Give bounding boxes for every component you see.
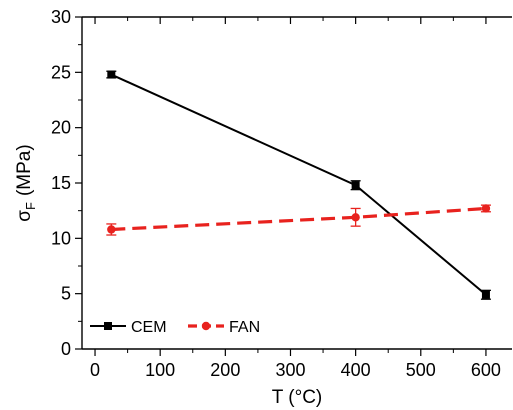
x-tick-label: 0 <box>90 360 100 380</box>
y-tick-label: 10 <box>51 228 71 248</box>
plot-data <box>106 70 491 300</box>
y-tick-label: 5 <box>61 284 71 304</box>
axis-labels: T (°C) σF (MPa) <box>14 144 322 408</box>
data-point <box>107 225 116 234</box>
data-point <box>481 290 490 299</box>
x-tick-label: 400 <box>341 360 371 380</box>
series-fan <box>106 204 491 236</box>
data-point <box>351 181 360 190</box>
series-line <box>110 73 487 296</box>
legend-entry-cem: CEM <box>90 319 167 336</box>
x-tick-label: 600 <box>471 360 501 380</box>
y-axis-label: σF (MPa) <box>14 144 38 221</box>
data-point <box>107 70 116 79</box>
y-tick-label: 30 <box>51 7 71 27</box>
y-axis-subscript: F <box>23 202 38 210</box>
y-tick-label: 15 <box>51 173 71 193</box>
y-tick-label: 0 <box>61 339 71 359</box>
y-tick-label: 20 <box>51 118 71 138</box>
y-axis-symbol: σ <box>14 210 35 222</box>
x-tick-label: 300 <box>275 360 305 380</box>
x-axis-label: T (°C) <box>272 387 323 408</box>
y-axis-unit: (MPa) <box>14 144 35 196</box>
x-tick-label: 100 <box>145 360 175 380</box>
data-point <box>481 204 491 213</box>
x-tick-label: 500 <box>406 360 436 380</box>
data-point <box>351 213 360 222</box>
x-tick-label: 200 <box>210 360 240 380</box>
series-line <box>111 206 487 232</box>
legend-marker <box>104 322 112 330</box>
legend-marker <box>201 321 211 331</box>
legend-entry-fan: FAN <box>188 319 260 336</box>
series-cem <box>106 70 491 300</box>
legend-label: FAN <box>229 319 260 336</box>
legend: CEM FAN <box>90 319 260 336</box>
y-tick-label: 25 <box>51 62 71 82</box>
axes: 0 100 200 300 400 500 600 0 5 10 15 20 25 30 <box>51 7 512 380</box>
legend-label: CEM <box>131 319 167 336</box>
